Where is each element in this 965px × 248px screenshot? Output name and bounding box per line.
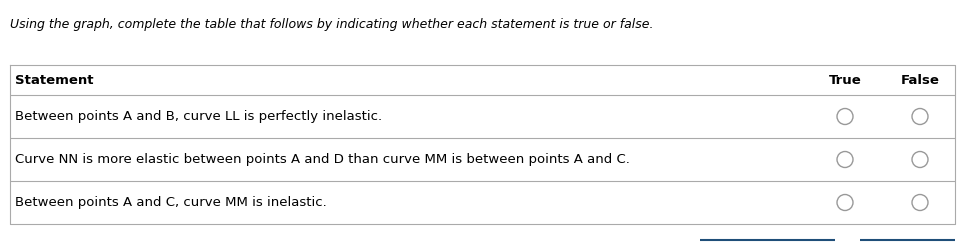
Ellipse shape — [837, 194, 853, 211]
Text: False: False — [900, 73, 940, 87]
Text: True: True — [829, 73, 862, 87]
Ellipse shape — [837, 152, 853, 167]
Ellipse shape — [912, 194, 928, 211]
Text: Between points A and C, curve MM is inelastic.: Between points A and C, curve MM is inel… — [15, 196, 327, 209]
Ellipse shape — [912, 109, 928, 124]
Ellipse shape — [837, 109, 853, 124]
Ellipse shape — [912, 152, 928, 167]
Text: Using the graph, complete the table that follows by indicating whether each stat: Using the graph, complete the table that… — [10, 18, 653, 31]
Text: Between points A and B, curve LL is perfectly inelastic.: Between points A and B, curve LL is perf… — [15, 110, 382, 123]
Text: Curve NN is more elastic between points A and D than curve MM is between points : Curve NN is more elastic between points … — [15, 153, 630, 166]
Text: Statement: Statement — [15, 73, 94, 87]
